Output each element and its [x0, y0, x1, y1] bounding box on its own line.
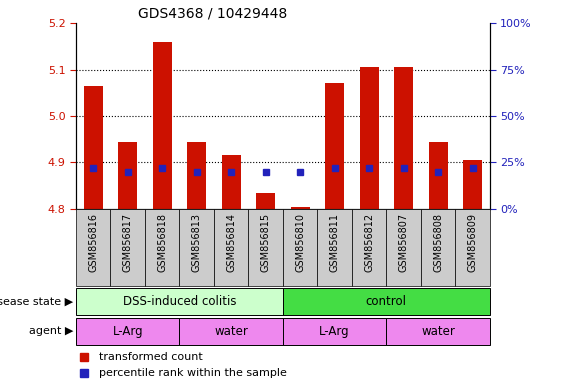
Bar	[291, 207, 310, 209]
Bar	[256, 193, 275, 209]
Bar	[318, 209, 352, 286]
Text: GSM856813: GSM856813	[191, 213, 202, 272]
Bar	[386, 318, 490, 345]
Bar	[455, 209, 490, 286]
Text: GSM856810: GSM856810	[295, 213, 305, 272]
Bar	[76, 209, 110, 286]
Bar	[248, 209, 283, 286]
Text: GSM856816: GSM856816	[88, 213, 99, 272]
Bar	[283, 288, 490, 315]
Text: GSM856814: GSM856814	[226, 213, 236, 272]
Bar	[463, 160, 482, 209]
Text: water: water	[421, 325, 455, 338]
Text: L-Arg: L-Arg	[319, 325, 350, 338]
Text: GSM856808: GSM856808	[433, 213, 443, 272]
Text: GSM856812: GSM856812	[364, 213, 374, 272]
Text: percentile rank within the sample: percentile rank within the sample	[99, 368, 287, 378]
Text: GSM856807: GSM856807	[399, 213, 409, 272]
Text: transformed count: transformed count	[99, 352, 203, 362]
Bar	[153, 41, 172, 209]
Bar	[325, 83, 344, 209]
Bar	[386, 209, 421, 286]
Bar	[180, 209, 214, 286]
Bar	[222, 156, 240, 209]
Bar	[394, 67, 413, 209]
Bar	[76, 318, 180, 345]
Text: water: water	[215, 325, 248, 338]
Bar	[76, 288, 283, 315]
Bar	[421, 209, 455, 286]
Text: GSM856818: GSM856818	[157, 213, 167, 272]
Text: GSM856817: GSM856817	[123, 213, 133, 272]
Bar	[360, 67, 378, 209]
Text: DSS-induced colitis: DSS-induced colitis	[123, 295, 236, 308]
Bar	[84, 86, 102, 209]
Text: GSM856815: GSM856815	[261, 213, 271, 272]
Text: GSM856809: GSM856809	[467, 213, 477, 272]
Text: L-Arg: L-Arg	[113, 325, 143, 338]
Text: control: control	[366, 295, 407, 308]
Bar	[110, 209, 145, 286]
Text: GDS4368 / 10429448: GDS4368 / 10429448	[138, 7, 287, 20]
Text: GSM856811: GSM856811	[329, 213, 339, 272]
Bar	[187, 142, 206, 209]
Bar	[118, 142, 137, 209]
Text: agent ▶: agent ▶	[29, 326, 73, 336]
Bar	[428, 142, 448, 209]
Bar	[352, 209, 386, 286]
Bar	[214, 209, 248, 286]
Bar	[180, 318, 283, 345]
Bar	[283, 209, 318, 286]
Text: disease state ▶: disease state ▶	[0, 296, 73, 306]
Bar	[283, 318, 386, 345]
Bar	[145, 209, 180, 286]
